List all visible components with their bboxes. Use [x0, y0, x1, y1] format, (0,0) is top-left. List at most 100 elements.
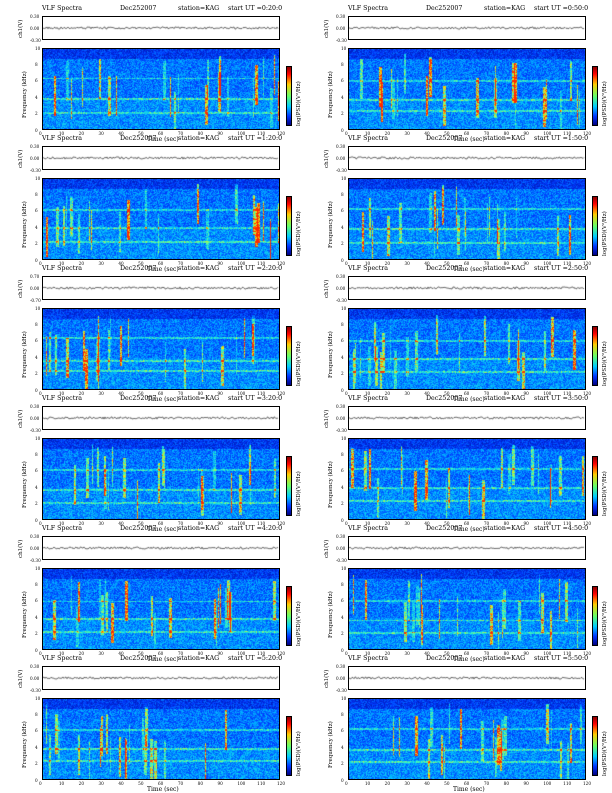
frequency-tick-label: 0 [341, 257, 344, 263]
time-tick-label: 110 [257, 261, 266, 266]
header-start: start UT =5:50:0 [534, 655, 589, 662]
time-tick-label: 50 [444, 391, 450, 396]
timeseries-label: ch1(V) [18, 409, 24, 428]
time-tick-label: 60 [464, 521, 470, 526]
time-tick-label: 100 [543, 781, 552, 786]
time-tick-label: 70 [483, 521, 490, 526]
time-tick-label: 50 [138, 131, 144, 136]
frequency-tick-label: 2 [35, 501, 38, 507]
colorbar-label: log(PSD)(V²/Hz) [296, 81, 302, 126]
time-tick-label: 90 [217, 651, 223, 656]
frequency-tick-label: 2 [341, 761, 344, 767]
frequency-tick-label: 0 [341, 387, 344, 393]
time-tick-label: 20 [384, 261, 390, 266]
frequency-tick-label: 2 [341, 241, 344, 247]
header-prefix: VLF Spectra [42, 395, 82, 402]
colorbar [592, 326, 598, 386]
time-tick-label: 10 [364, 391, 371, 396]
timeseries-trace [43, 407, 279, 429]
time-tick-label: 70 [483, 131, 490, 136]
frequency-tick-label: 10 [341, 695, 347, 701]
timeseries-plot [348, 666, 586, 690]
spectrogram-plot [348, 438, 586, 520]
time-tick-label: 80 [503, 391, 509, 396]
header-date: Dec252007 [426, 265, 463, 272]
timeseries-trace [349, 407, 585, 429]
timeseries-label: ch1(V) [324, 149, 330, 168]
time-tick-label: 60 [158, 391, 164, 396]
timeseries-label: ch1(V) [18, 539, 24, 558]
header-date: Dec252007 [426, 5, 463, 12]
timeseries-tick-label: -0.30 [336, 688, 347, 693]
time-axis-label: Time (sec) [453, 396, 485, 403]
frequency-axis-label: Frequency (kHz) [328, 721, 334, 768]
time-tick-label: 100 [543, 391, 552, 396]
time-tick-label: 40 [424, 781, 430, 786]
time-tick-label: 0 [39, 781, 42, 786]
time-tick-label: 0 [345, 651, 348, 656]
time-tick-label: 100 [543, 521, 552, 526]
frequency-tick-label: 2 [341, 501, 344, 507]
time-tick-label: 0 [39, 131, 42, 136]
time-tick-label: 110 [563, 651, 572, 656]
timeseries-label: ch1(V) [324, 669, 330, 688]
timeseries-trace [43, 537, 279, 559]
header-start: start UT =1:20:0 [228, 135, 283, 142]
frequency-tick-label: 4 [341, 744, 344, 750]
time-tick-label: 40 [118, 651, 124, 656]
timeseries-label: ch1(V) [18, 669, 24, 688]
time-tick-label: 110 [563, 521, 572, 526]
timeseries-tick-label: 0.30 [336, 144, 346, 149]
timeseries-tick-label: 0.00 [30, 26, 40, 31]
header-station: station=KAG [484, 655, 526, 662]
frequency-tick-label: 6 [341, 208, 344, 214]
frequency-tick-label: 10 [35, 435, 41, 441]
timeseries-tick-label: -0.30 [336, 558, 347, 563]
frequency-tick-label: 8 [341, 191, 344, 197]
frequency-tick-label: 4 [35, 484, 38, 490]
time-tick-label: 50 [444, 261, 450, 266]
frequency-tick-label: 8 [35, 61, 38, 67]
time-tick-label: 120 [277, 391, 285, 396]
colorbar [286, 66, 292, 126]
time-axis-label: Time (sec) [453, 526, 485, 533]
time-tick-label: 80 [197, 521, 203, 526]
header-station: station=KAG [178, 265, 220, 272]
time-tick-label: 80 [197, 261, 203, 266]
time-tick-label: 40 [424, 391, 430, 396]
header-date: Dec252007 [120, 395, 157, 402]
spectrogram-image [43, 49, 279, 129]
timeseries-plot [42, 536, 280, 560]
timeseries-tick-label: -0.30 [336, 428, 347, 433]
time-tick-label: 20 [78, 521, 84, 526]
header-prefix: VLF Spectra [348, 395, 388, 402]
frequency-tick-label: 10 [35, 305, 41, 311]
colorbar [286, 196, 292, 256]
time-tick-label: 0 [345, 521, 348, 526]
frequency-tick-label: 0 [341, 777, 344, 783]
spectrogram-plot [42, 48, 280, 130]
frequency-tick-label: 2 [35, 241, 38, 247]
frequency-tick-label: 6 [35, 78, 38, 84]
time-tick-label: 100 [237, 391, 246, 396]
time-tick-label: 90 [217, 131, 223, 136]
time-tick-label: 10 [364, 781, 371, 786]
header-prefix: VLF Spectra [348, 5, 388, 12]
frequency-tick-label: 8 [341, 451, 344, 457]
frequency-tick-label: 2 [35, 761, 38, 767]
timeseries-plot [348, 406, 586, 430]
header-station: station=KAG [484, 265, 526, 272]
time-tick-label: 20 [78, 261, 84, 266]
colorbar [592, 66, 598, 126]
time-tick-label: 110 [257, 521, 266, 526]
spectrogram-image [43, 569, 279, 649]
time-tick-label: 110 [257, 781, 266, 786]
header-start: start UT =0:50:0 [534, 5, 589, 12]
time-axis-label: Time (sec) [147, 136, 179, 143]
header-date: Dec252007 [120, 525, 157, 532]
frequency-tick-label: 0 [341, 647, 344, 653]
time-tick-label: 70 [483, 261, 490, 266]
timeseries-trace [349, 537, 585, 559]
spectrogram-image [43, 699, 279, 779]
